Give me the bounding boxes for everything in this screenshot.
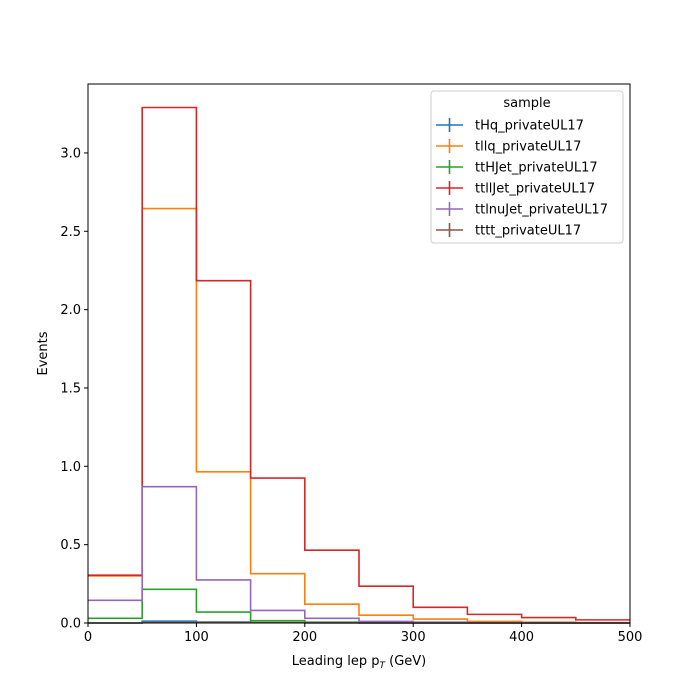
series-ttllJet_privateUL17 [88, 106, 630, 621]
axes-frame [87, 83, 631, 624]
legend-label: tttt_privateUL17 [475, 224, 581, 239]
y-tick-label: 1.5 [60, 381, 81, 396]
x-tick-label: 500 [618, 630, 643, 645]
legend-label: tHq_privateUL17 [475, 119, 584, 134]
y-tick-label: 0.0 [60, 617, 81, 632]
y-tick-label: 2.0 [60, 303, 81, 318]
x-axis-label-subscript: T [379, 661, 386, 671]
y-axis-ticks: 0.0 0.5 1.0 1.5 2.0 2.5 3.0 [60, 146, 88, 632]
legend-entry: ttllJet_privateUL17 [436, 181, 595, 197]
x-axis-label-main: Leading lep p [292, 654, 380, 669]
y-tick-label: 2.5 [60, 225, 81, 240]
legend-label: ttlnuJet_privateUL17 [475, 203, 608, 218]
legend-entry: ttlnuJet_privateUL17 [436, 202, 608, 218]
legend-entry: tHq_privateUL17 [436, 118, 584, 134]
x-tick-label: 200 [292, 630, 317, 645]
legend-entries: tHq_privateUL17 tllq_privateUL17 ttHJet_pr… [436, 118, 608, 239]
x-axis-label: Leading lep pT (GeV) [292, 654, 426, 671]
legend-label: ttHJet_privateUL17 [475, 161, 598, 176]
legend-box [430, 90, 624, 244]
legend-title: sample [503, 96, 550, 111]
x-tick-label: 0 [84, 630, 92, 645]
x-tick-label: 100 [184, 630, 209, 645]
y-tick-label: 3.0 [60, 146, 81, 161]
legend-entry: tllq_privateUL17 [436, 139, 581, 155]
series-line-ttllJet_privateUL17 [88, 106, 630, 621]
legend-label: tllq_privateUL17 [475, 140, 581, 155]
legend-entry: ttHJet_privateUL17 [436, 160, 598, 176]
legend-label: ttllJet_privateUL17 [475, 182, 595, 197]
x-axis-label-unit: (GeV) [385, 654, 426, 669]
x-tick-label: 300 [401, 630, 426, 645]
x-axis-ticks: 0 100 200 300 400 500 [84, 623, 643, 645]
y-axis-label: Events [36, 331, 51, 375]
x-tick-label: 400 [509, 630, 534, 645]
y-tick-label: 1.0 [60, 460, 81, 475]
legend: sample tHq_privateUL17 tllq_privateUL17tt… [430, 90, 624, 244]
y-tick-label: 0.5 [60, 538, 81, 553]
legend-entry: tttt_privateUL17 [436, 223, 581, 239]
